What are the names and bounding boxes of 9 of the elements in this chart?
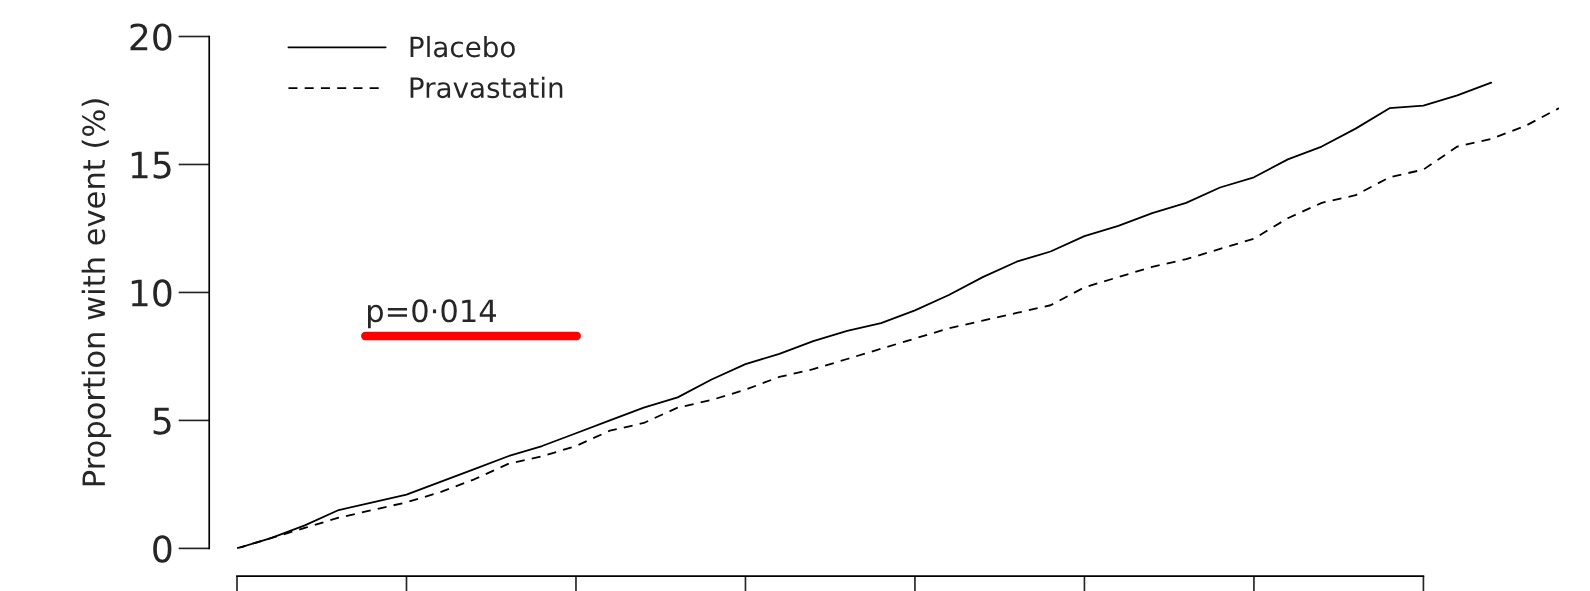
- annotation: p=0·014: [368, 299, 496, 329]
- y-tick-label: 5: [153, 407, 171, 435]
- y-tick-label: 20: [130, 23, 172, 51]
- y-tick-label: 10: [131, 279, 172, 307]
- y-axis-title: Proportion with event (%): [81, 99, 112, 486]
- y-tick-label: 0: [153, 535, 172, 563]
- y-tick-label: 15: [131, 151, 171, 179]
- legend-label: Pravastatin: [410, 76, 563, 99]
- legend-label: Placebo: [410, 35, 515, 58]
